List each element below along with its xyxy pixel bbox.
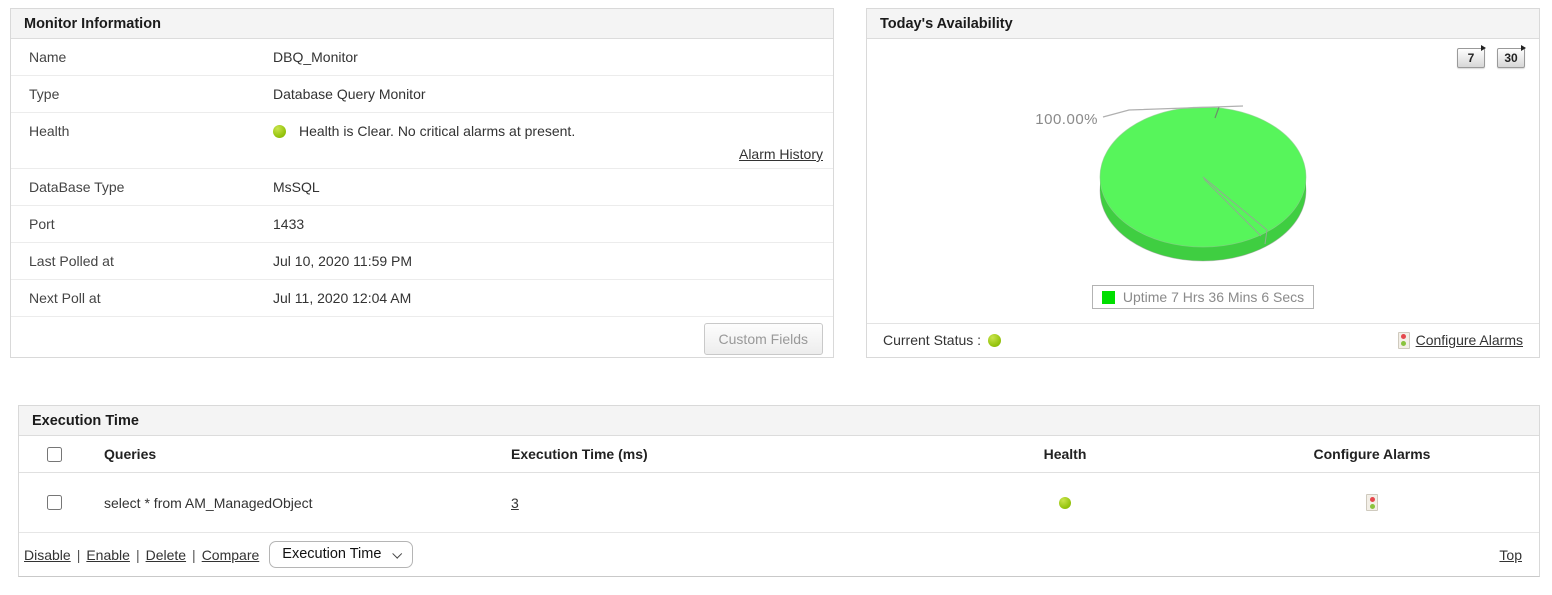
field-label: Health bbox=[29, 123, 70, 139]
table-toolbar: Disable | Enable | Delete | Compare Exec… bbox=[19, 533, 1539, 576]
current-status: Current Status : bbox=[883, 332, 1002, 348]
info-row-name: Name DBQ_Monitor bbox=[11, 39, 833, 76]
delete-link[interactable]: Delete bbox=[145, 546, 187, 563]
info-footer-row: Custom Fields bbox=[11, 317, 833, 361]
arrow-icon bbox=[1521, 45, 1526, 51]
query-text: select * from AM_ManagedObject bbox=[104, 494, 313, 511]
range-30-days-button[interactable]: 30 bbox=[1497, 45, 1526, 68]
custom-fields-button[interactable]: Custom Fields bbox=[703, 323, 823, 355]
column-header-health: Health bbox=[1043, 446, 1087, 462]
separator: | bbox=[192, 546, 196, 563]
row-health-icon bbox=[1059, 496, 1071, 509]
info-row-health: Health Health is Clear. No critical alar… bbox=[11, 113, 833, 169]
availability-footer: Current Status : Configure Alarms bbox=[867, 323, 1539, 357]
pie-value-label: 100.00% bbox=[1035, 111, 1098, 128]
enable-link[interactable]: Enable bbox=[86, 546, 130, 563]
separator: | bbox=[76, 546, 81, 563]
field-value: DBQ_Monitor bbox=[273, 49, 358, 65]
compare-link[interactable]: Compare bbox=[201, 546, 260, 563]
range-7-days-button[interactable]: 7 bbox=[1457, 45, 1486, 68]
view-select-dropdown[interactable]: Execution Time bbox=[269, 541, 414, 568]
info-row-type: Type Database Query Monitor bbox=[11, 76, 833, 113]
execution-time-panel: Execution Time Queries Execution Time (m… bbox=[18, 405, 1540, 577]
top-link[interactable]: Top bbox=[1499, 546, 1522, 563]
info-row-port: Port 1433 bbox=[11, 206, 833, 243]
configure-alarms: Configure Alarms bbox=[1397, 331, 1523, 349]
separator: | bbox=[135, 546, 140, 563]
field-label: Port bbox=[29, 216, 55, 232]
uptime-legend-swatch bbox=[1101, 290, 1115, 304]
field-label: Name bbox=[29, 49, 67, 65]
range-buttons: 7 30 bbox=[1457, 45, 1526, 68]
chevron-down-icon bbox=[392, 548, 403, 559]
chart-legend: Uptime 7 Hrs 36 Mins 6 Secs bbox=[1091, 285, 1315, 309]
field-value: Database Query Monitor bbox=[273, 86, 426, 102]
disable-link[interactable]: Disable bbox=[24, 546, 71, 563]
field-value: MsSQL bbox=[273, 179, 320, 195]
panel-title: Today's Availability bbox=[867, 9, 1539, 39]
info-row-database-type: DataBase Type MsSQL bbox=[11, 169, 833, 206]
divider bbox=[867, 323, 1539, 324]
alarm-traffic-light-icon bbox=[1397, 331, 1410, 349]
field-label: DataBase Type bbox=[29, 179, 125, 195]
column-header-execution-time: Execution Time (ms) bbox=[511, 446, 648, 462]
table-row: select * from AM_ManagedObject 3 bbox=[19, 473, 1539, 533]
field-label: Type bbox=[29, 86, 60, 102]
table-header-row: Queries Execution Time (ms) Health Confi… bbox=[19, 436, 1539, 473]
field-label: Next Poll at bbox=[29, 290, 101, 306]
info-row-last-polled: Last Polled at Jul 10, 2020 11:59 PM bbox=[11, 243, 833, 280]
health-status-text: Health is Clear. No critical alarms at p… bbox=[299, 123, 576, 139]
row-configure-alarms-icon[interactable] bbox=[1366, 494, 1378, 511]
info-row-next-poll: Next Poll at Jul 11, 2020 12:04 AM bbox=[11, 280, 833, 317]
health-status-icon bbox=[273, 124, 286, 138]
execution-time-link[interactable]: 3 bbox=[511, 494, 519, 511]
field-label: Last Polled at bbox=[29, 253, 114, 269]
field-value: 1433 bbox=[273, 216, 305, 232]
panel-title: Execution Time bbox=[19, 406, 1539, 436]
availability-panel: Today's Availability 7 30 100.00% Uptime… bbox=[866, 8, 1540, 358]
panel-title: Monitor Information bbox=[11, 9, 833, 39]
current-status-label: Current Status : bbox=[883, 332, 982, 348]
uptime-legend-label: Uptime 7 Hrs 36 Mins 6 Secs bbox=[1122, 289, 1305, 305]
chart-legend-row: Uptime 7 Hrs 36 Mins 6 Secs bbox=[867, 285, 1539, 309]
configure-alarms-link[interactable]: Configure Alarms bbox=[1415, 332, 1523, 348]
field-value: Jul 11, 2020 12:04 AM bbox=[273, 290, 412, 306]
monitor-information-panel: Monitor Information Name DBQ_Monitor Typ… bbox=[10, 8, 834, 358]
column-header-configure-alarms: Configure Alarms bbox=[1313, 446, 1431, 462]
current-status-icon bbox=[988, 333, 1002, 347]
column-header-queries: Queries bbox=[104, 446, 157, 462]
field-value: Jul 10, 2020 11:59 PM bbox=[273, 253, 413, 269]
row-checkbox[interactable] bbox=[46, 495, 62, 510]
alarm-history-link[interactable]: Alarm History bbox=[738, 146, 823, 162]
arrow-icon bbox=[1481, 45, 1486, 51]
select-all-checkbox[interactable] bbox=[46, 446, 62, 462]
availability-pie-chart: 100.00% bbox=[1035, 105, 1307, 262]
selected-option: Execution Time bbox=[282, 546, 382, 562]
